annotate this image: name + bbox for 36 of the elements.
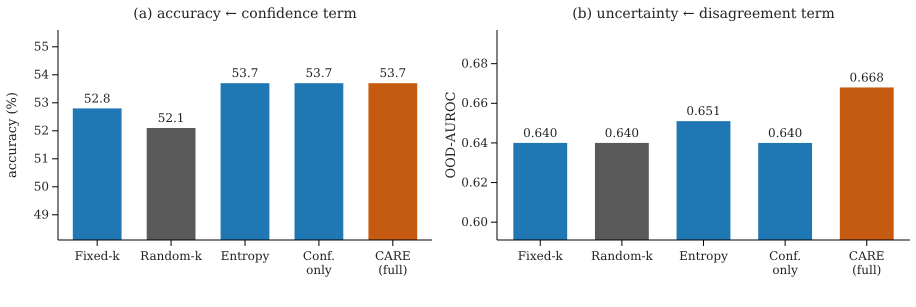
chart-title: (a) accuracy ← confidence term: [133, 6, 357, 22]
y-axis-title: OOD-AUROC: [444, 91, 459, 179]
y-tick-label: 50: [34, 180, 49, 194]
y-tick-label: 0.68: [461, 56, 488, 71]
data-label: 53.7: [232, 66, 258, 80]
y-tick-label: 0.64: [461, 136, 488, 150]
x-tick-label: Conf. only: [769, 249, 802, 277]
y-tick-label: 52: [34, 124, 49, 138]
data-label: 53.7: [379, 66, 406, 80]
x-tick-label: Conf. only: [302, 249, 335, 277]
y-tick-label: 55: [34, 40, 49, 54]
data-label: 52.8: [84, 91, 111, 106]
x-tick-label: Random-k: [590, 249, 654, 263]
data-label: 0.640: [604, 126, 640, 140]
chart-title: (b) uncertainty ← disagreement term: [572, 6, 835, 22]
y-tick-label: 54: [34, 68, 50, 82]
y-tick-label: 0.66: [461, 96, 488, 110]
data-label: 0.651: [686, 104, 721, 118]
x-tick-label: Random-k: [140, 249, 203, 263]
y-tick-label: 0.62: [461, 175, 488, 190]
x-tick-label: CARE (full): [848, 249, 885, 277]
data-label: 53.7: [306, 66, 332, 80]
data-label: 52.1: [158, 111, 184, 125]
y-axis-title: accuracy (%): [5, 92, 20, 178]
data-label: 0.640: [523, 126, 558, 140]
y-tick-label: 53: [34, 96, 49, 110]
x-tick-label: Entropy: [220, 249, 270, 263]
y-tick-label: 51: [34, 152, 49, 166]
x-tick-label: Fixed-k: [74, 249, 120, 263]
data-label: 0.640: [768, 126, 802, 140]
data-label: 0.668: [850, 70, 884, 84]
x-tick-label: Entropy: [679, 249, 728, 263]
y-tick-label: 49: [34, 208, 49, 222]
x-tick-label: CARE (full): [375, 249, 411, 277]
y-tick-label: 0.60: [461, 215, 488, 230]
x-tick-label: Fixed-k: [518, 249, 564, 263]
